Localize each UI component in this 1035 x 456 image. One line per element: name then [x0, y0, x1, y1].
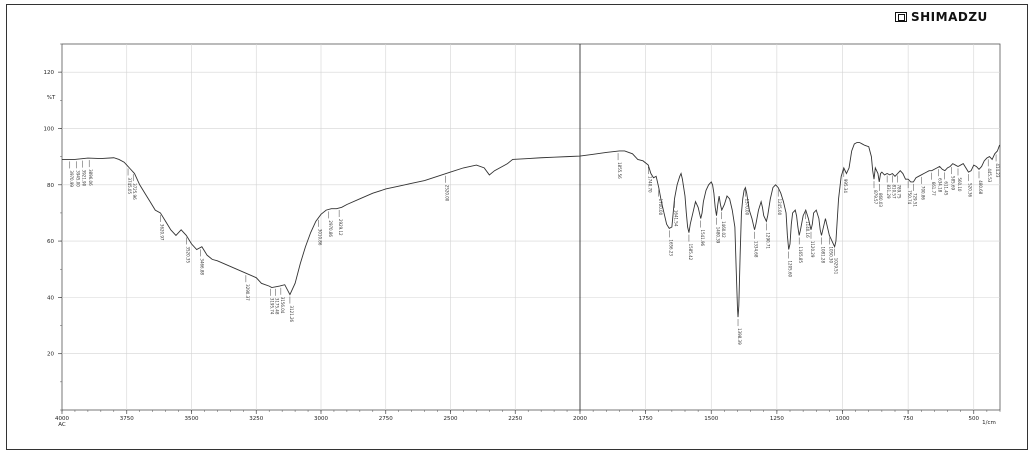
peak-label: 1656.23	[668, 239, 673, 256]
x-tick-label: 2250	[508, 416, 522, 422]
peak-label: 750.74	[907, 190, 912, 204]
x-tick-label: 2500	[444, 416, 458, 422]
x-tick-label: 4000	[55, 416, 69, 422]
x-tick-label: 3000	[314, 416, 328, 422]
grid	[62, 44, 1000, 410]
plot-area	[61, 43, 1001, 411]
peak-label: 3195.74	[270, 298, 275, 315]
x-tick-label: 3750	[120, 416, 134, 422]
x-tick-label: 3500	[185, 416, 199, 422]
peak-label: 1120.29	[810, 241, 815, 258]
peak-label: 480.68	[978, 180, 983, 194]
peak-label: 1700.00	[658, 199, 663, 216]
peak-label: 1029.51	[834, 258, 839, 275]
peak-markers: 3970.99 3945.00 3921.90 3896.06 3745.05 3725.…	[69, 153, 1000, 345]
x-tick-label: 1750	[639, 416, 653, 422]
peak-label: 3121.26	[289, 306, 294, 323]
x-tick-label: 3250	[249, 416, 263, 422]
shimadzu-logo-icon	[895, 12, 907, 22]
peak-label: 520.36	[968, 183, 973, 197]
x-tick-label: 750	[903, 416, 914, 422]
x-tick-label: 2750	[379, 416, 393, 422]
peak-label: 1541.96	[700, 230, 705, 247]
peak-label: 585.69	[950, 176, 955, 190]
peak-label: 2970.86	[328, 220, 333, 237]
brand: SHIMADZU	[895, 10, 988, 24]
peak-label: 560.10	[957, 177, 962, 191]
peak-label: 1334.68	[754, 241, 759, 258]
peak-label: 729.51	[912, 193, 917, 207]
peak-label: 3010.86	[317, 229, 322, 246]
peak-label: 1165.85	[798, 246, 803, 263]
peak-label: 1205.60	[788, 261, 793, 278]
peak-label: 995.34	[843, 179, 848, 193]
peak-label: 1398.39	[737, 328, 742, 345]
y-tick-label: 40	[47, 295, 54, 301]
peak-label: 1370.00	[744, 199, 749, 216]
peak-label: 1480.39	[716, 227, 721, 244]
peak-label: 3945.00	[75, 170, 80, 187]
peak-label: 2520.00	[444, 185, 449, 202]
peak-label: 3921.90	[82, 170, 87, 187]
y-tick-label: 100	[44, 126, 55, 132]
peak-label: 879.57	[873, 190, 878, 204]
x-axis-ticks: 4000 3750 3500 3250 3000 2750 2500 2250 2000 1750…	[55, 410, 979, 422]
peak-label: 3620.97	[159, 224, 164, 241]
x-tick-label: 1000	[836, 416, 850, 422]
peak-label: 445.53	[987, 168, 992, 182]
y-tick-label: 20	[47, 352, 54, 358]
peak-label: 1290.71	[765, 232, 770, 249]
y-tick-label: 120	[44, 70, 55, 76]
y-axis-label: %T	[47, 95, 56, 101]
x-tick-label: 500	[969, 416, 980, 422]
x-tick-label: 1250	[770, 416, 784, 422]
spectrum-line	[62, 142, 1000, 318]
peak-label: 3156.04	[280, 297, 285, 314]
peak-label: 3290.37	[245, 284, 250, 301]
y-tick-label: 80	[47, 183, 54, 189]
peak-label: 700.86	[920, 186, 925, 200]
peak-label: 661.77	[931, 182, 936, 196]
peak-label: 1855.56	[617, 162, 622, 179]
peak-label: 789.75	[897, 185, 902, 199]
peak-label: 831.29	[886, 185, 891, 199]
peak-label: 1245.00	[777, 199, 782, 216]
x-axis-unit: 1/cm	[982, 420, 996, 426]
peak-label: 810.57	[891, 185, 896, 199]
peak-label: 3745.05	[127, 177, 132, 194]
peak-label: 611.45	[943, 181, 948, 195]
peak-label: 3175.48	[275, 298, 280, 315]
y-axis-ticks: 20 40 60 80 100 120	[44, 70, 62, 358]
peak-label: 1460.02	[721, 221, 726, 238]
peak-label: 1050.30	[828, 246, 833, 263]
peak-label: 2929.12	[338, 219, 343, 236]
peak-label: 1081.28	[821, 246, 826, 263]
peak-label: 3970.99	[69, 170, 74, 187]
peak-label: 3520.35	[185, 246, 190, 263]
peak-label: 1641.54	[674, 210, 679, 227]
peak-label: 3466.88	[200, 258, 205, 275]
peak-label: 414.23	[995, 163, 1000, 177]
peak-label: 1585.42	[688, 244, 693, 261]
peak-label: 860.03	[878, 193, 883, 207]
peak-label: 3896.06	[88, 169, 93, 186]
peak-label: 3725.96	[132, 183, 137, 200]
y-tick-label: 60	[47, 239, 54, 245]
brand-name: SHIMADZU	[911, 10, 988, 24]
x-tick-label: 1500	[704, 416, 718, 422]
x-axis-start-sublabel: AC	[58, 422, 66, 428]
peak-label: 1140.16	[805, 221, 810, 238]
peak-label: 634.18	[937, 178, 942, 192]
x-tick-label: 2000	[573, 416, 587, 422]
peak-label: 1740.70	[647, 176, 652, 193]
